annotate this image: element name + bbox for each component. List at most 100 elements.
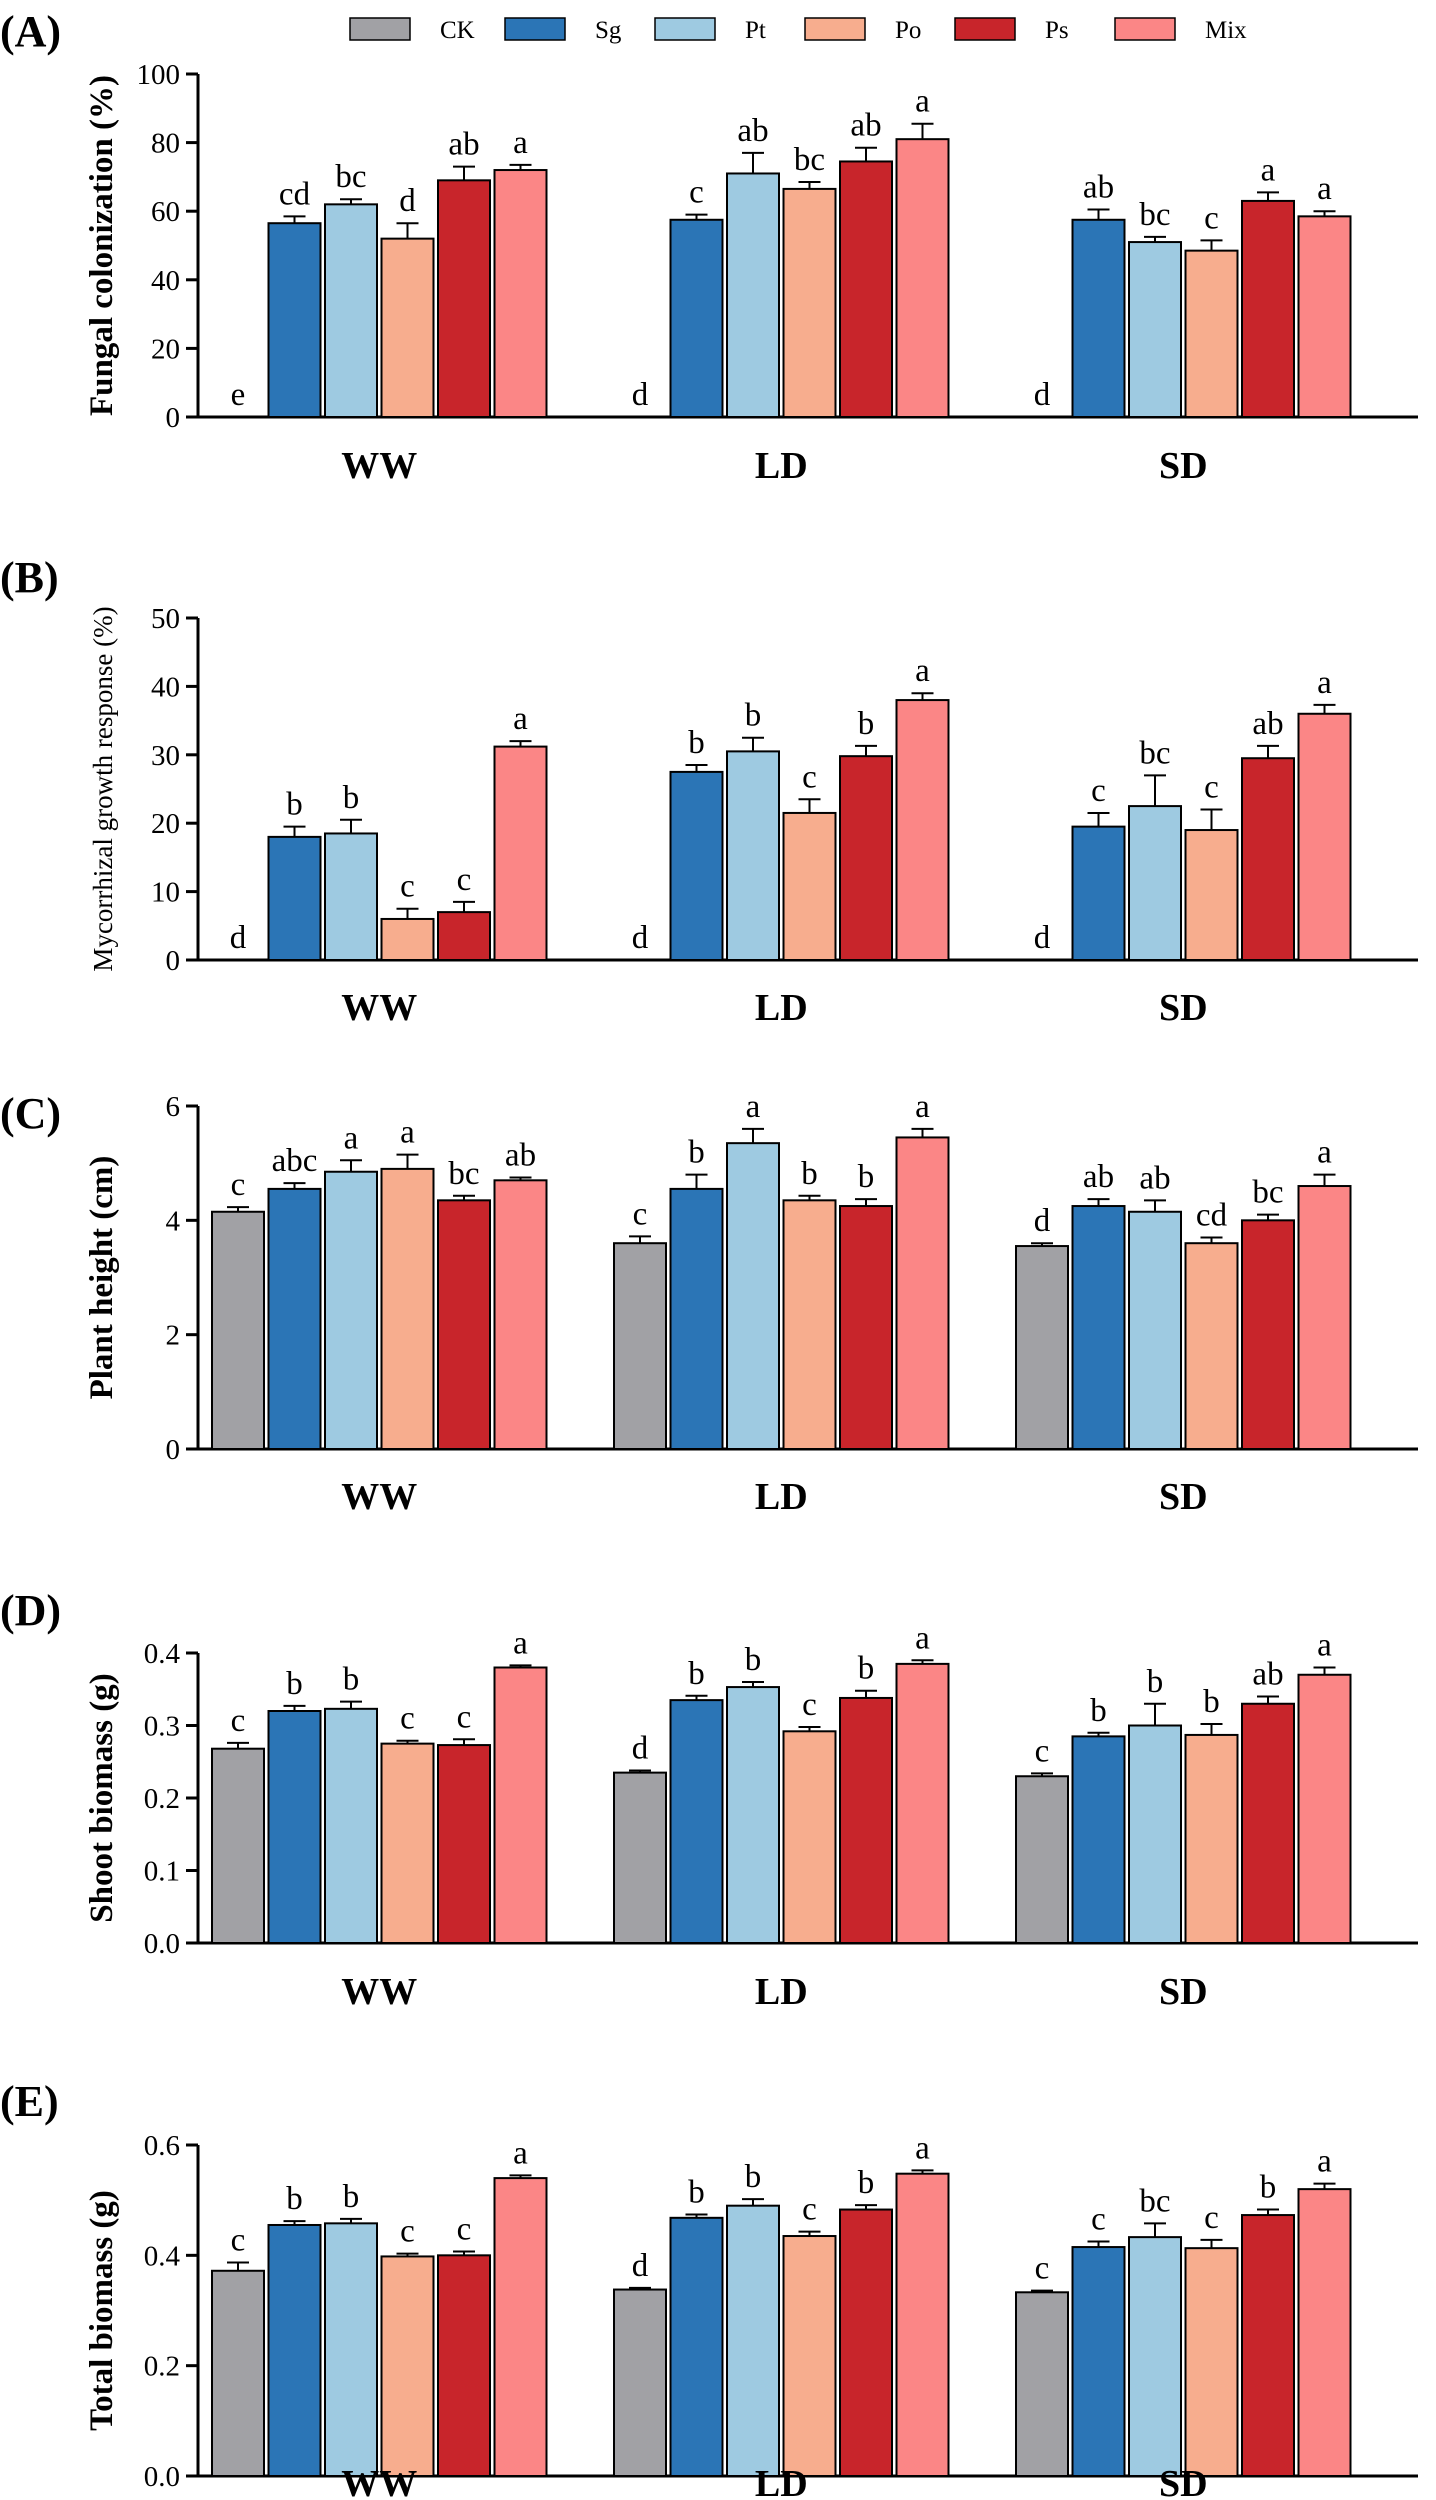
bar-ps-sd bbox=[1241, 199, 1295, 418]
bar-mix-ww bbox=[493, 1666, 548, 1944]
bar-sg-ld bbox=[669, 1187, 724, 1451]
panel-label: (A) bbox=[0, 7, 61, 56]
significance-label: a bbox=[1317, 1135, 1332, 1171]
significance-label: cd bbox=[1196, 1197, 1228, 1233]
bar-po-sd bbox=[1184, 829, 1239, 961]
x-group-label-sd: SD bbox=[1159, 1476, 1208, 1518]
legend-swatch-ps bbox=[954, 17, 1016, 41]
bar-po-ld bbox=[782, 1730, 837, 1945]
bar-sg-ww bbox=[267, 222, 322, 418]
x-group-label-ww: WW bbox=[341, 1476, 417, 1518]
significance-label: b bbox=[1090, 1693, 1107, 1729]
significance-label: ab bbox=[1083, 169, 1114, 205]
significance-label: c bbox=[802, 759, 817, 795]
significance-label: a bbox=[513, 125, 528, 161]
y-tick-label: 0 bbox=[166, 1434, 181, 1466]
panel-e: (E)Total biomass (g)0.00.20.40.6cb bc caWW… bbox=[0, 2077, 1418, 2500]
significance-label: c bbox=[1035, 1733, 1050, 1769]
significance-label: d bbox=[632, 920, 649, 956]
legend-swatch-ck bbox=[349, 17, 411, 41]
bar-po-sd bbox=[1184, 2247, 1239, 2477]
bar-pt-ld bbox=[726, 1142, 780, 1450]
bar-po-ww bbox=[380, 917, 435, 962]
significance-label: b bbox=[343, 2179, 360, 2215]
legend-label-po: Po bbox=[895, 17, 921, 44]
bar-ck-ld bbox=[613, 2288, 667, 2477]
bar-sg-ww bbox=[267, 1187, 322, 1451]
bar-ps-ld bbox=[839, 755, 893, 962]
significance-label: bc bbox=[1139, 735, 1170, 771]
legend-label-sg: Sg bbox=[595, 17, 622, 44]
bar-mix-ww bbox=[493, 169, 548, 418]
bar-ps-sd bbox=[1241, 2214, 1295, 2478]
significance-label: a bbox=[915, 2130, 930, 2166]
significance-label: bc bbox=[794, 142, 825, 178]
bar-po-sd bbox=[1184, 249, 1239, 418]
y-tick-label: 80 bbox=[151, 128, 180, 160]
bar-pt-sd bbox=[1128, 241, 1182, 418]
bar-po-ld bbox=[782, 187, 837, 418]
significance-label: b bbox=[1260, 2170, 1277, 2206]
bar-sg-ww bbox=[267, 2223, 322, 2478]
x-group-label-sd: SD bbox=[1159, 987, 1208, 1029]
legend-swatch-pt bbox=[654, 17, 716, 41]
significance-label: d bbox=[230, 920, 247, 956]
significance-label: b bbox=[858, 706, 875, 742]
bar-sg-sd bbox=[1071, 1735, 1126, 1944]
bar-pt-sd bbox=[1128, 2236, 1182, 2478]
bar-ps-ww bbox=[437, 1199, 491, 1450]
significance-label: ab bbox=[737, 113, 768, 149]
significance-label: c bbox=[457, 2211, 472, 2247]
y-tick-label: 4 bbox=[166, 1205, 181, 1237]
significance-label: b bbox=[343, 1662, 360, 1698]
bar-mix-ww bbox=[493, 745, 548, 961]
y-tick-label: 0.2 bbox=[144, 2351, 180, 2383]
significance-label: a bbox=[513, 2135, 528, 2171]
significance-label: bc bbox=[1252, 1175, 1283, 1211]
y-tick-label: 0.1 bbox=[144, 1856, 180, 1888]
significance-label: bc bbox=[1139, 2183, 1170, 2219]
bar-po-ww bbox=[380, 1742, 435, 1944]
y-tick-label: 20 bbox=[151, 333, 180, 365]
significance-label: c bbox=[231, 2223, 246, 2259]
bar-pt-ld bbox=[726, 1686, 780, 1944]
significance-label: a bbox=[1317, 171, 1332, 207]
bar-mix-sd bbox=[1297, 1185, 1352, 1450]
y-tick-label: 6 bbox=[166, 1091, 181, 1123]
significance-label: ab bbox=[1139, 1160, 1170, 1196]
significance-label: d bbox=[399, 183, 416, 219]
bar-ps-sd bbox=[1241, 757, 1295, 961]
significance-label: ab bbox=[505, 1137, 536, 1173]
significance-label: c bbox=[1204, 2200, 1219, 2236]
bar-sg-ww bbox=[267, 1710, 322, 1944]
bar-ps-ww bbox=[437, 911, 491, 961]
bar-sg-ww bbox=[267, 835, 322, 962]
significance-label: ab bbox=[850, 108, 881, 144]
bar-pt-ww bbox=[324, 1170, 378, 1451]
significance-label: ab bbox=[1083, 1159, 1114, 1195]
bar-sg-ld bbox=[669, 218, 724, 418]
y-tick-label: 20 bbox=[151, 808, 180, 840]
bar-mix-sd bbox=[1297, 1673, 1352, 1944]
y-tick-label: 30 bbox=[151, 740, 180, 772]
bar-po-ld bbox=[782, 811, 837, 961]
bar-mix-ld bbox=[895, 1662, 950, 1944]
significance-label: b bbox=[1203, 1684, 1220, 1720]
x-group-label-ld: LD bbox=[755, 2463, 808, 2500]
significance-label: c bbox=[1204, 200, 1219, 236]
significance-label: a bbox=[915, 1620, 930, 1656]
significance-label: a bbox=[1261, 152, 1276, 188]
significance-label: c bbox=[400, 869, 415, 905]
significance-label: ab bbox=[448, 127, 479, 163]
bar-mix-sd bbox=[1297, 712, 1352, 962]
significance-label: c bbox=[633, 1196, 648, 1232]
y-axis-label: Shoot biomass (g) bbox=[84, 1673, 120, 1922]
legend-label-mix: Mix bbox=[1205, 17, 1247, 44]
significance-label: c bbox=[457, 862, 472, 898]
significance-label: b bbox=[688, 725, 705, 761]
significance-label: c bbox=[1204, 770, 1219, 806]
x-group-label-sd: SD bbox=[1159, 1971, 1208, 2013]
panel-a: (A) Fungal colonization (%) 0 20 40 60 80 100 e c… bbox=[0, 7, 1418, 487]
